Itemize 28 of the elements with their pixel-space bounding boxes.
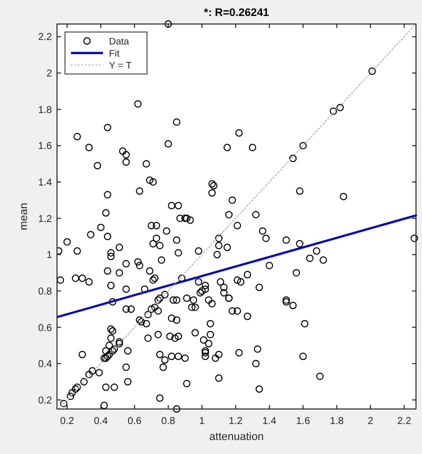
x-tick-label: 0.8 <box>161 416 176 427</box>
x-tick-label: 2.2 <box>397 416 412 427</box>
y-tick-label: 0.4 <box>38 359 52 370</box>
chart-title: *: R=0.26241 <box>204 7 270 19</box>
y-tick-label: 2 <box>46 68 52 80</box>
x-tick-label: 1.2 <box>228 416 244 427</box>
y-tick-label: 2.2 <box>38 32 52 44</box>
x-tick-label: 0.6 <box>128 416 142 427</box>
x-tick-label: 2 <box>368 416 374 427</box>
y-tick-label: 1.4 <box>38 177 52 188</box>
y-tick-label: 1.2 <box>38 214 52 225</box>
x-tick-label: 1.6 <box>296 416 310 427</box>
x-axis-title: attenuation <box>209 431 264 443</box>
y-axis-title: mean <box>18 202 30 230</box>
y-tick-label: 1 <box>46 250 52 262</box>
y-tick-label: 0.6 <box>38 322 52 334</box>
y-tick-label: 1.8 <box>38 104 52 116</box>
y-tick-label: 1.6 <box>38 141 52 152</box>
x-tick-label: 1.4 <box>262 416 277 427</box>
legend-label: Fit <box>109 48 120 60</box>
y-tick-label: 0.2 <box>38 395 52 406</box>
x-tick-label: 1 <box>199 416 206 427</box>
x-tick-label: 0.2 <box>60 416 74 427</box>
legend-label: Y = T <box>109 60 132 72</box>
x-tick-label: 0.4 <box>94 416 108 427</box>
legend-label: Data <box>109 36 130 48</box>
y-tick-label: 0.8 <box>38 286 52 298</box>
x-tick-label: 1.8 <box>330 416 344 427</box>
